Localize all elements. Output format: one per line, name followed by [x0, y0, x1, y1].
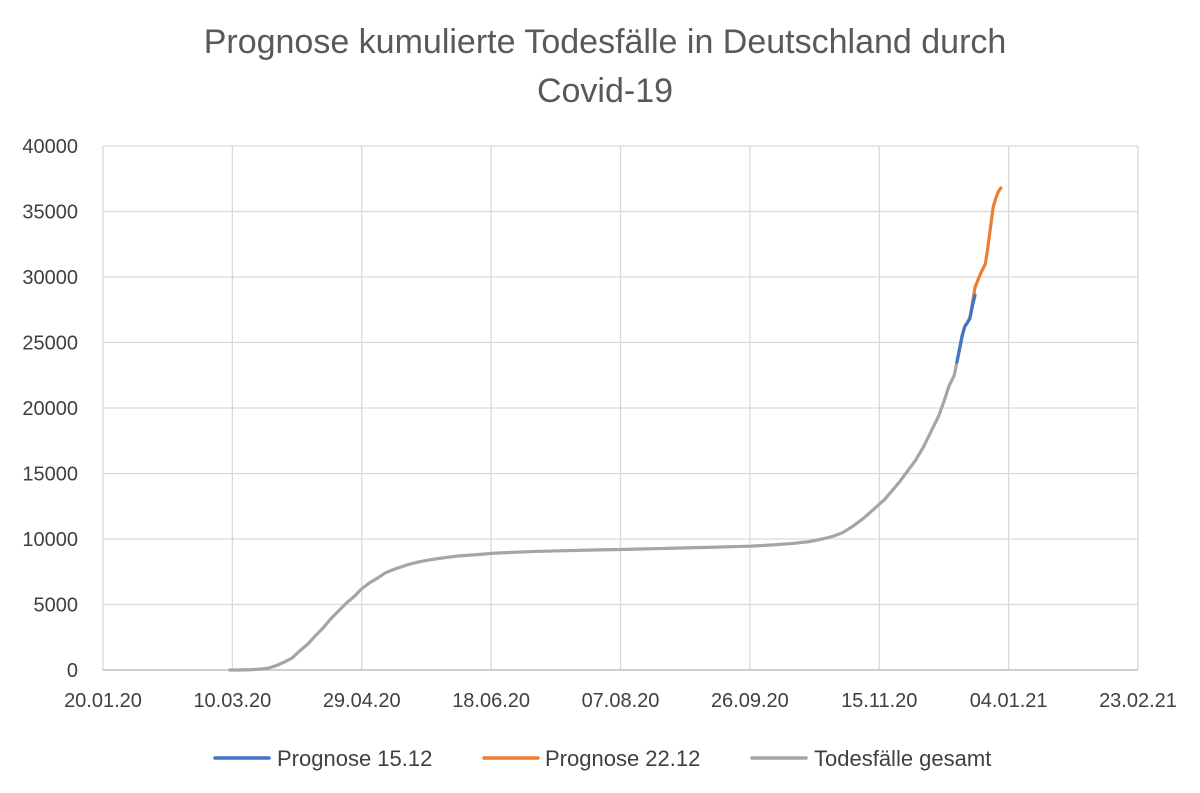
y-tick-label: 35000: [22, 202, 78, 224]
legend: Prognose 15.12 Prognose 22.12 Todesfälle g…: [213, 746, 991, 771]
x-tick-label: 07.08.20: [582, 690, 660, 712]
chart-title: Prognose kumulierte Todesfälle in Deutsc…: [204, 23, 1007, 110]
y-tick-label: 25000: [22, 333, 78, 355]
y-tick-label: 10000: [22, 529, 78, 551]
series-line-0: [955, 293, 977, 364]
x-tick-label: 20.01.20: [64, 690, 142, 712]
x-tick-label: 04.01.21: [970, 690, 1048, 712]
y-tick-label: 40000: [22, 136, 78, 158]
legend-label-1: Prognose 22.12: [545, 746, 700, 771]
grid: [102, 145, 1139, 670]
x-tick-label: 23.02.21: [1099, 690, 1177, 712]
chart-title-line-2: Covid-19: [537, 72, 673, 110]
chart-title-line-1: Prognose kumulierte Todesfälle in Deutsc…: [204, 23, 1007, 61]
y-axis-ticks: 0 5000 10000 15000 20000 25000 30000 35000 40000: [22, 136, 78, 682]
series-line-2: [228, 301, 974, 672]
y-tick-label: 0: [67, 660, 78, 682]
y-tick-label: 20000: [22, 398, 78, 420]
series-line-1: [970, 186, 1003, 305]
x-tick-label: 15.11.20: [841, 690, 917, 712]
y-tick-label: 15000: [22, 464, 78, 486]
plot-area: [228, 186, 1003, 672]
legend-label-2: Todesfälle gesamt: [814, 746, 991, 771]
x-tick-label: 10.03.20: [193, 690, 271, 712]
x-tick-label: 18.06.20: [452, 690, 530, 712]
x-tick-label: 29.04.20: [323, 690, 401, 712]
y-tick-label: 30000: [22, 267, 78, 289]
legend-label-0: Prognose 15.12: [277, 746, 432, 771]
x-tick-label: 26.09.20: [711, 690, 789, 712]
y-tick-label: 5000: [34, 595, 79, 617]
x-axis-ticks: 20.01.20 10.03.20 29.04.20 18.06.20 07.08.20…: [64, 690, 1177, 712]
